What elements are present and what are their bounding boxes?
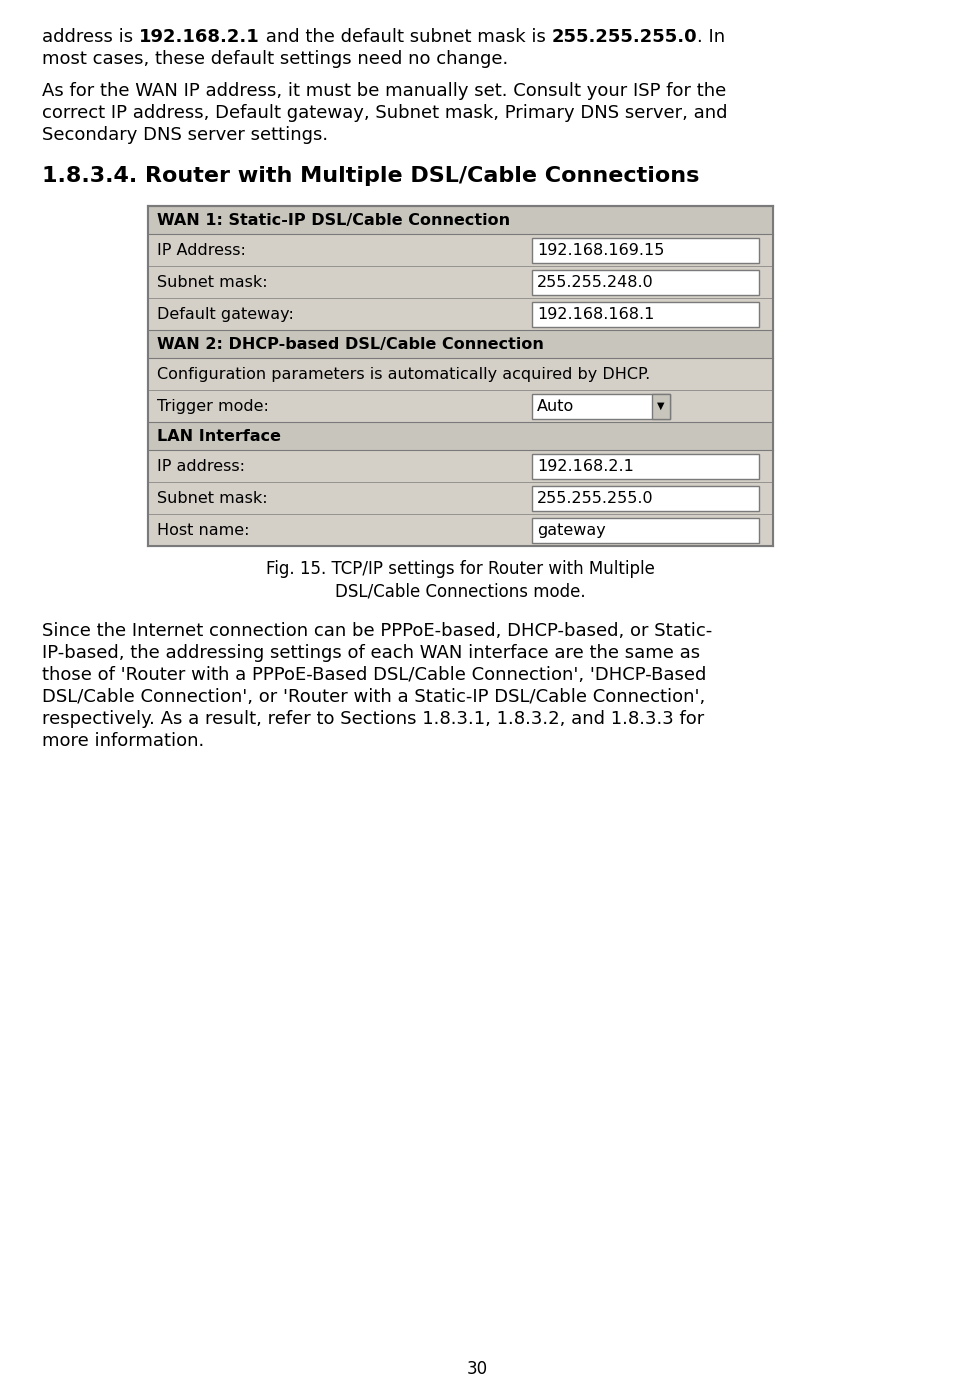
Text: WAN 2: DHCP-based DSL/Cable Connection: WAN 2: DHCP-based DSL/Cable Connection	[157, 336, 543, 351]
Bar	[532, 394, 669, 419]
Bar	[532, 454, 759, 479]
Text: 192.168.168.1: 192.168.168.1	[537, 307, 654, 322]
Bar	[148, 358, 772, 390]
Text: 30: 30	[466, 1360, 487, 1378]
Bar	[148, 235, 772, 266]
Bar	[148, 390, 772, 422]
Bar	[148, 330, 772, 358]
Text: Trigger mode:: Trigger mode:	[157, 398, 269, 414]
Text: Auto: Auto	[537, 398, 574, 414]
Bar	[148, 266, 772, 298]
Bar	[148, 298, 772, 330]
Text: DSL/Cable Connections mode.: DSL/Cable Connections mode.	[335, 582, 585, 600]
Text: 192.168.2.1: 192.168.2.1	[139, 28, 259, 46]
Text: 255.255.248.0: 255.255.248.0	[537, 275, 654, 290]
Bar	[532, 301, 759, 326]
Text: 255.255.255.0: 255.255.255.0	[551, 28, 696, 46]
Text: LAN Interface: LAN Interface	[157, 429, 281, 444]
Text: Secondary DNS server settings.: Secondary DNS server settings.	[42, 126, 328, 144]
Bar	[532, 269, 759, 294]
Bar	[148, 482, 772, 514]
Bar	[148, 205, 772, 545]
Text: IP-based, the addressing settings of each WAN interface are the same as: IP-based, the addressing settings of eac…	[42, 644, 700, 662]
Bar	[148, 422, 772, 450]
Text: and the default subnet mask is: and the default subnet mask is	[259, 28, 551, 46]
Text: Subnet mask:: Subnet mask:	[157, 275, 268, 290]
Text: Default gateway:: Default gateway:	[157, 307, 294, 322]
Text: WAN 1: Static-IP DSL/Cable Connection: WAN 1: Static-IP DSL/Cable Connection	[157, 212, 510, 228]
Text: Configuration parameters is automatically acquired by DHCP.: Configuration parameters is automaticall…	[157, 366, 650, 382]
Text: Fig. 15. TCP/IP settings for Router with Multiple: Fig. 15. TCP/IP settings for Router with…	[266, 559, 655, 577]
Text: IP Address:: IP Address:	[157, 243, 246, 258]
Bar	[532, 518, 759, 543]
Text: address is: address is	[42, 28, 139, 46]
Text: gateway: gateway	[537, 522, 605, 537]
Text: Since the Internet connection can be PPPoE-based, DHCP-based, or Static-: Since the Internet connection can be PPP…	[42, 622, 712, 640]
Text: ▼: ▼	[657, 401, 664, 411]
Text: IP address:: IP address:	[157, 458, 245, 473]
Bar	[148, 514, 772, 545]
Text: Subnet mask:: Subnet mask:	[157, 490, 268, 505]
Bar	[148, 205, 772, 235]
Text: Host name:: Host name:	[157, 522, 250, 537]
Bar	[651, 394, 669, 419]
Bar	[148, 450, 772, 482]
Text: most cases, these default settings need no change.: most cases, these default settings need …	[42, 50, 508, 68]
Text: 192.168.169.15: 192.168.169.15	[537, 243, 664, 258]
Text: 1.8.3.4. Router with Multiple DSL/Cable Connections: 1.8.3.4. Router with Multiple DSL/Cable …	[42, 167, 699, 186]
Text: 255.255.255.0: 255.255.255.0	[537, 490, 654, 505]
Bar	[532, 486, 759, 511]
Text: As for the WAN IP address, it must be manually set. Consult your ISP for the: As for the WAN IP address, it must be ma…	[42, 82, 725, 100]
Text: more information.: more information.	[42, 731, 204, 750]
Bar	[532, 237, 759, 262]
Text: . In: . In	[696, 28, 724, 46]
Text: those of 'Router with a PPPoE-Based DSL/Cable Connection', 'DHCP-Based: those of 'Router with a PPPoE-Based DSL/…	[42, 666, 705, 684]
Text: 192.168.2.1: 192.168.2.1	[537, 458, 634, 473]
Text: DSL/Cable Connection', or 'Router with a Static-IP DSL/Cable Connection',: DSL/Cable Connection', or 'Router with a…	[42, 688, 704, 706]
Text: correct IP address, Default gateway, Subnet mask, Primary DNS server, and: correct IP address, Default gateway, Sub…	[42, 104, 727, 122]
Text: respectively. As a result, refer to Sections 1.8.3.1, 1.8.3.2, and 1.8.3.3 for: respectively. As a result, refer to Sect…	[42, 711, 703, 727]
